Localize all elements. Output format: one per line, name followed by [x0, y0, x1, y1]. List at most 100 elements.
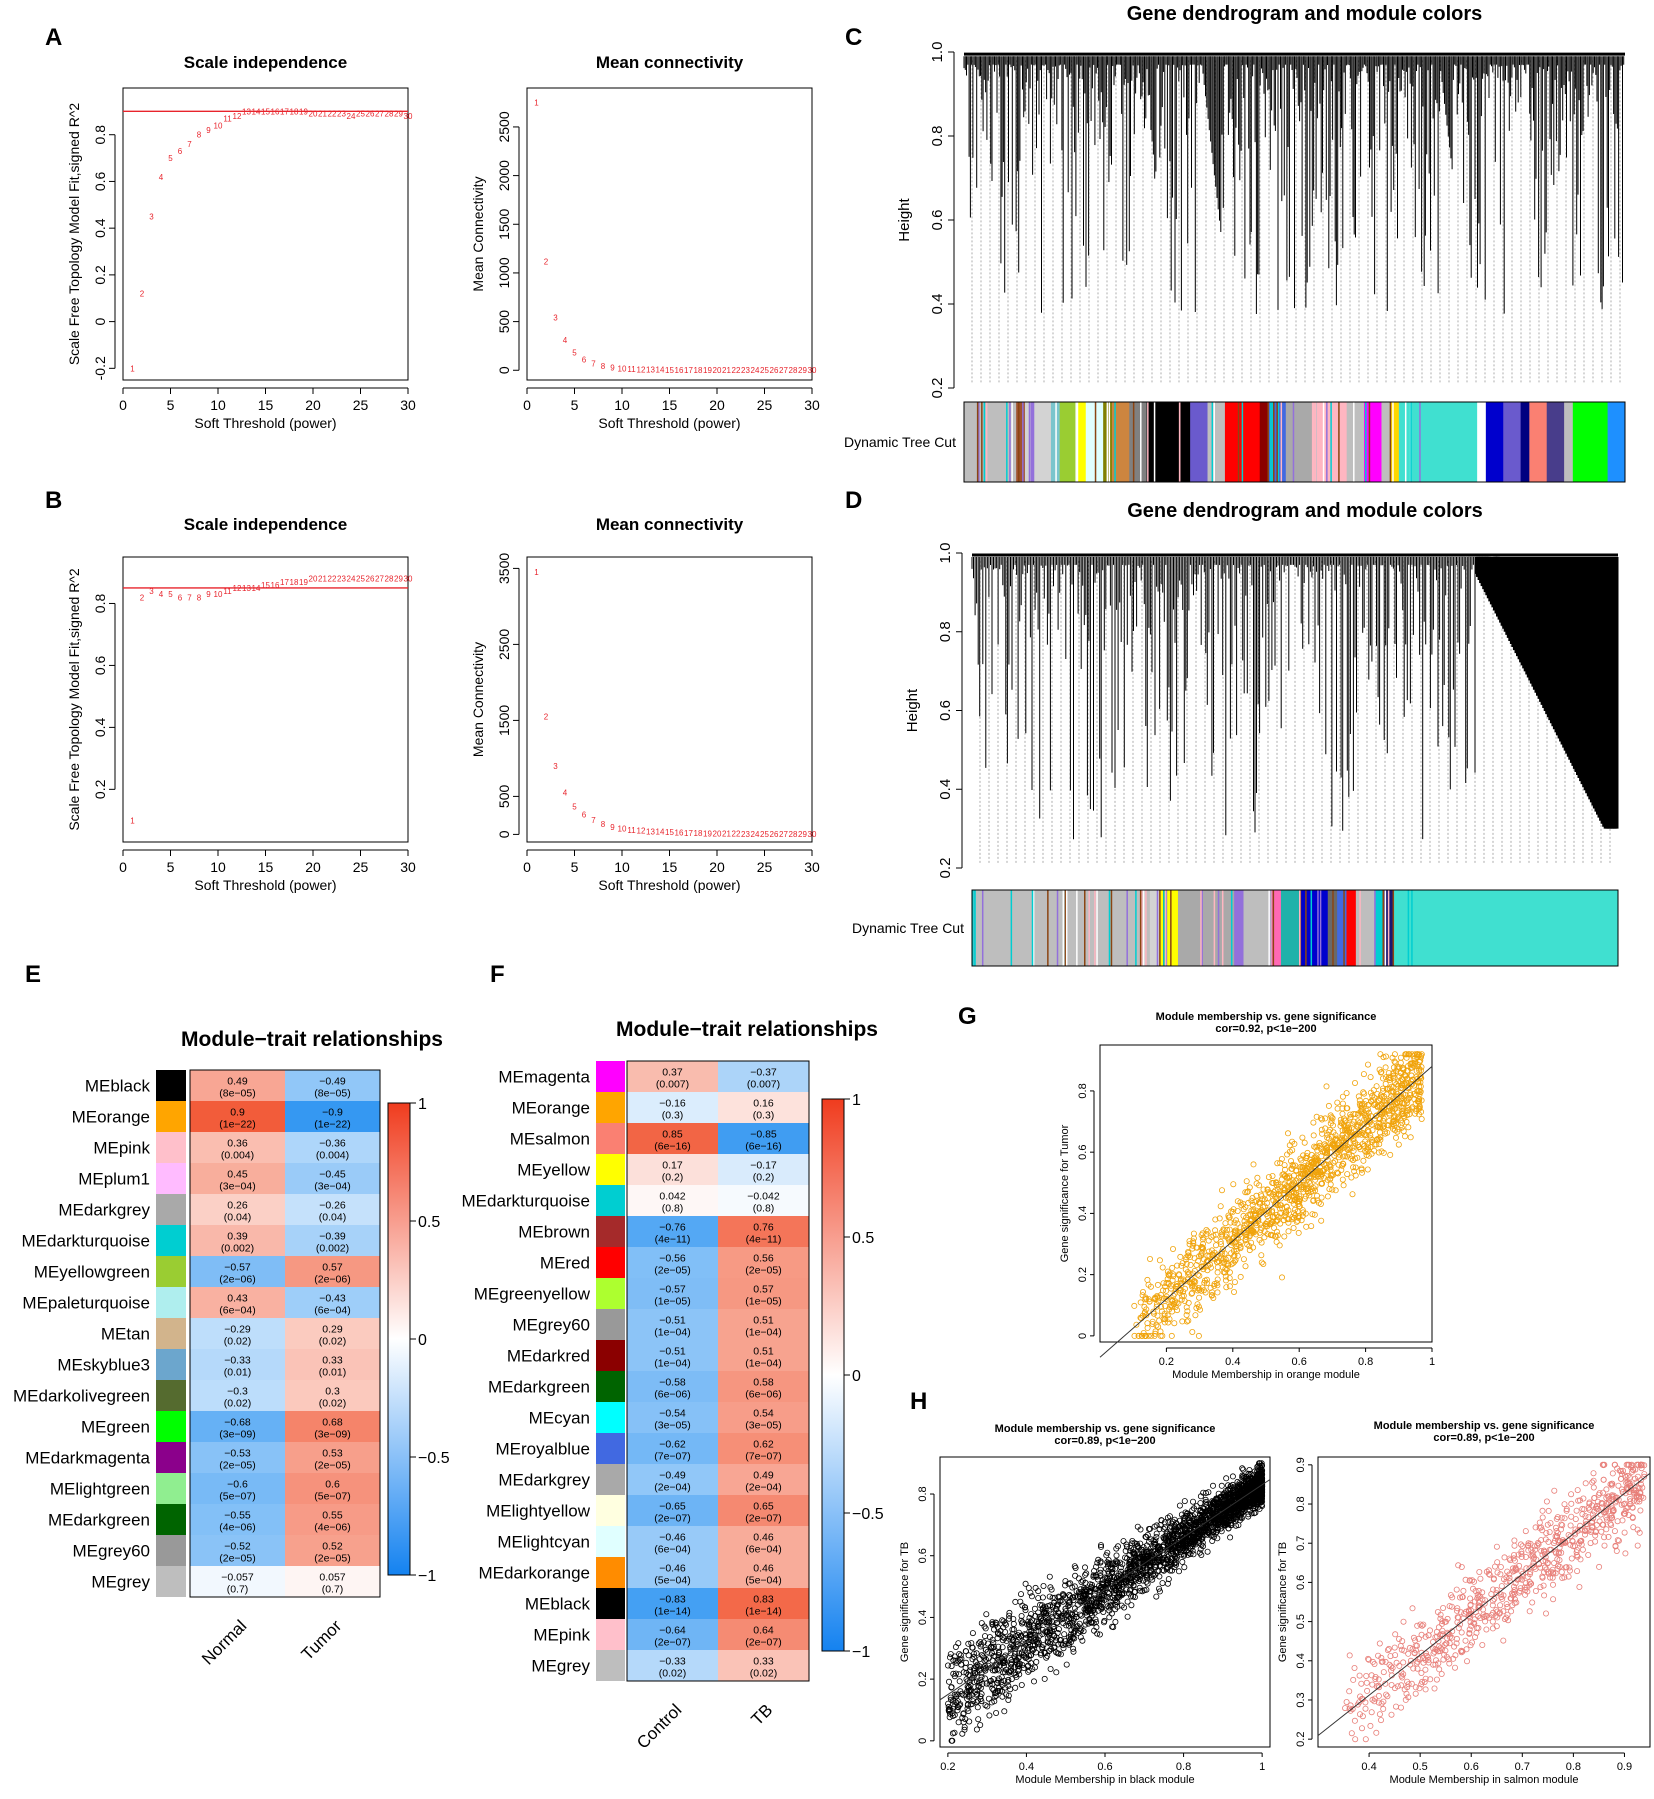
module-swatch: [596, 1495, 625, 1526]
power-point-label: 25: [760, 830, 769, 839]
x-tick-label: 1: [1429, 1356, 1435, 1368]
module-color-segment: [1031, 890, 1034, 966]
scatter-point: [1388, 1083, 1395, 1090]
heatmap-cell: [627, 1309, 719, 1341]
power-point-label: 24: [751, 830, 760, 839]
scatter-point: [1189, 1282, 1196, 1289]
scatter-point: [1289, 1216, 1296, 1223]
scatter-point: [1227, 1219, 1234, 1226]
scatter-point: [1166, 1513, 1173, 1520]
module-row-label: MEdarkgreen: [488, 1378, 590, 1397]
scatter-point: [1360, 1071, 1367, 1078]
power-point-label: 2: [140, 593, 145, 602]
scatter-point: [1177, 1253, 1184, 1260]
cell-correlation: 0.51: [753, 1315, 774, 1327]
heatmap-cell: [627, 1402, 719, 1434]
module-color-segment: [1156, 890, 1159, 966]
module-row-label: MEtan: [101, 1325, 150, 1344]
scatter-point: [1248, 1239, 1255, 1246]
module-swatch: [156, 1287, 186, 1318]
module-swatch: [156, 1349, 186, 1380]
module-row-label: MEgreen: [81, 1418, 150, 1437]
y-tick-label: 0.6: [917, 1548, 929, 1563]
scatter-point: [1374, 1091, 1381, 1098]
scatter-point: [966, 1718, 973, 1725]
power-point-label: 17: [684, 366, 693, 375]
scatter-point: [1223, 1266, 1230, 1273]
scatter-point: [1266, 1206, 1273, 1213]
cell-correlation: −0.33: [659, 1656, 686, 1668]
scatter-point: [1310, 1185, 1317, 1192]
module-color-segment: [1047, 890, 1049, 966]
scatter-point: [1258, 1239, 1265, 1246]
power-point-label: 24: [347, 575, 356, 584]
scatter-point: [1157, 1328, 1164, 1335]
scatter-point: [1283, 1194, 1290, 1201]
scatter-point: [1178, 1551, 1185, 1558]
scatter-point: [1143, 1312, 1150, 1319]
scatter-point: [1143, 1578, 1150, 1585]
scatter-point: [1077, 1634, 1084, 1641]
scatter-point: [1265, 1174, 1272, 1181]
scatter-point: [1169, 1264, 1176, 1271]
scatter-point: [1223, 1231, 1230, 1238]
scatter-point: [1156, 1543, 1163, 1550]
scatter-point: [1223, 1260, 1230, 1267]
module-color-segment: [1164, 890, 1167, 966]
power-point-label: 17: [280, 107, 289, 116]
scatter-point: [1237, 1243, 1244, 1250]
module-color-segment: [1139, 890, 1142, 966]
module-color-segment: [1346, 402, 1365, 482]
scatter-point: [1304, 1186, 1311, 1193]
cell-correlation: 0.16: [753, 1098, 774, 1110]
scatter-point: [971, 1650, 978, 1657]
y-tick-label: 0.4: [917, 1610, 929, 1625]
scatter-point: [1274, 1217, 1281, 1224]
power-point-label: 11: [627, 365, 636, 374]
power-point-label: 10: [618, 824, 627, 833]
cell-correlation: −0.37: [750, 1067, 777, 1079]
scatter-point: [1293, 1218, 1300, 1225]
y-tick-label: 0.2: [1077, 1267, 1089, 1282]
cell-correlation: −0.3: [227, 1386, 248, 1398]
module-color-segment: [1322, 402, 1325, 482]
colorbar-label: Dynamic Tree Cut: [852, 920, 964, 936]
scatter-point: [1398, 1082, 1405, 1089]
heatmap-cell: [190, 1566, 286, 1598]
cell-correlation: 0.76: [753, 1222, 774, 1234]
scatter-point: [1311, 1211, 1318, 1218]
cell-pvalue: (0.02): [750, 1668, 777, 1680]
scatter-point: [1047, 1666, 1054, 1673]
scatter-point: [1256, 1182, 1263, 1189]
scatter-point: [1184, 1318, 1191, 1325]
cell-correlation: 0.52: [322, 1541, 343, 1553]
scatter-point: [1355, 1093, 1362, 1100]
scatter-point: [1230, 1181, 1237, 1188]
power-point-label: 15: [665, 828, 674, 837]
module-row-label: MEdarkturquoise: [461, 1192, 590, 1211]
scatter-point: [1149, 1318, 1156, 1325]
scatter-point: [1009, 1637, 1016, 1644]
module-color-segment: [964, 402, 1017, 482]
heatmap-cell: [627, 1216, 719, 1248]
scatter-point: [1048, 1628, 1055, 1635]
scatter-point: [1377, 1051, 1384, 1058]
module-swatch: [596, 1588, 625, 1619]
scatter-point: [1379, 1121, 1386, 1128]
module-color-segment: [1159, 890, 1161, 966]
scatter-point: [981, 1654, 988, 1661]
scatter-point: [1329, 1141, 1336, 1148]
power-point-label: 1: [534, 99, 539, 108]
cell-pvalue: (6e−16): [654, 1141, 690, 1153]
scatter-point: [955, 1691, 962, 1698]
y-tick-label: 0.4: [1077, 1206, 1089, 1221]
cell-pvalue: (6e−04): [654, 1544, 690, 1556]
scatter-point: [1307, 1180, 1314, 1187]
scatter-point: [1169, 1296, 1176, 1303]
scatter-point: [1377, 1095, 1384, 1102]
scatter-point: [983, 1611, 990, 1618]
scatter-point: [1140, 1577, 1147, 1584]
scatter-point: [1350, 1157, 1357, 1164]
power-point-label: 22: [328, 110, 337, 119]
heatmap-cell: [627, 1278, 719, 1310]
